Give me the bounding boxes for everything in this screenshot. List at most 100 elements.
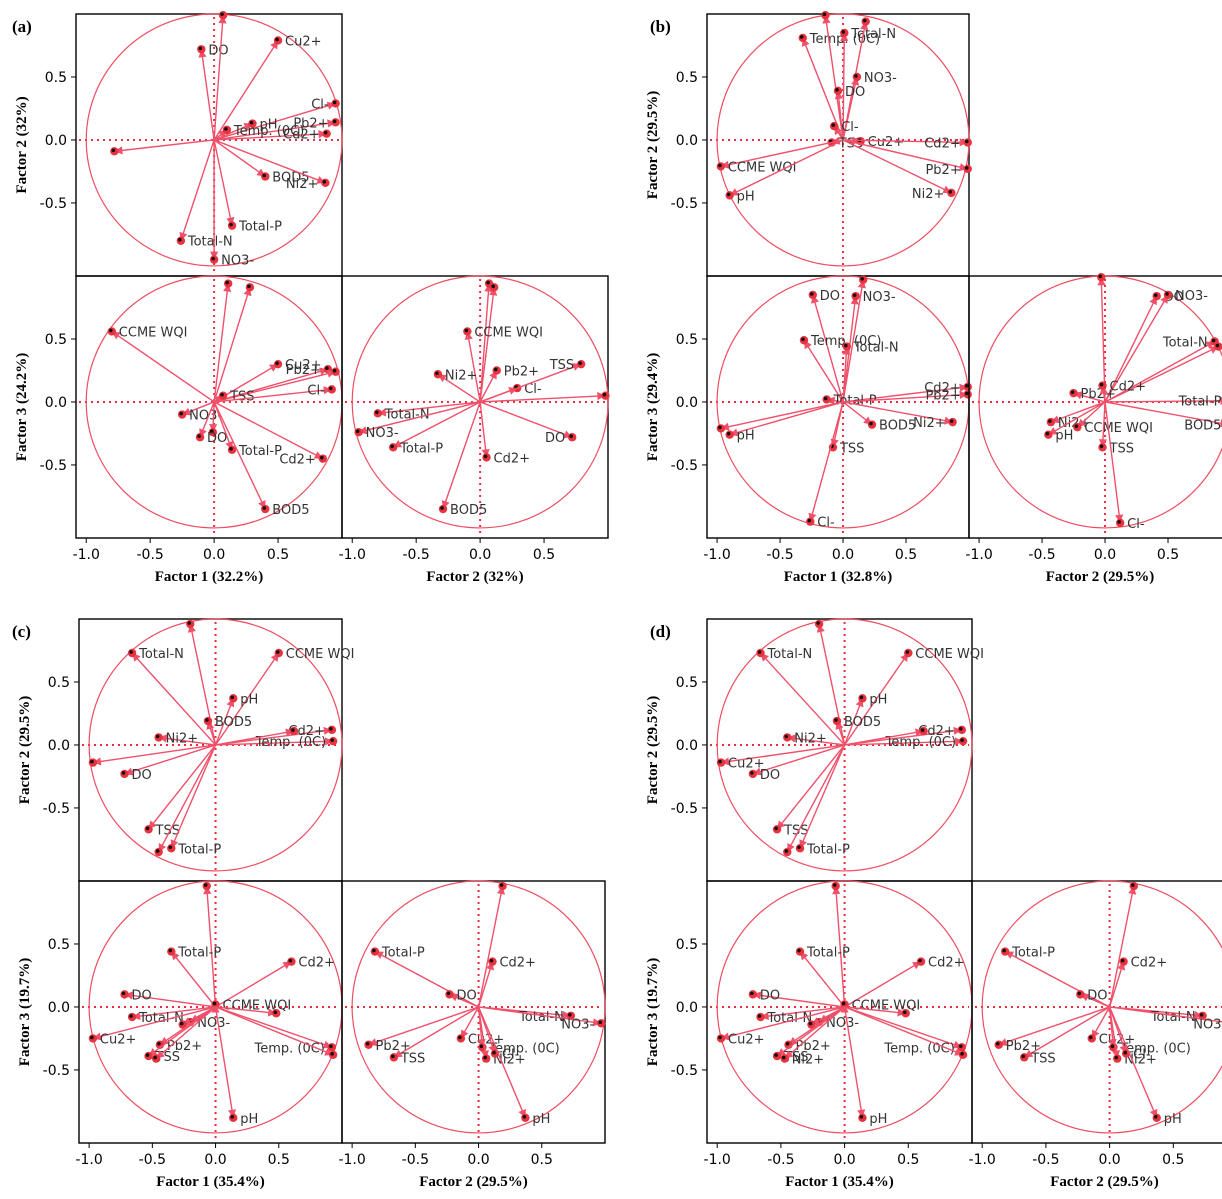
loading-point-core bbox=[230, 695, 235, 700]
loading-point-core bbox=[816, 621, 820, 625]
loading-point-core bbox=[262, 173, 267, 178]
loading-point-core bbox=[522, 1115, 527, 1119]
loading-vector: Ni2+ bbox=[477, 1006, 526, 1068]
loading-point-core bbox=[852, 293, 857, 297]
loading-vector-line bbox=[124, 993, 216, 1008]
loading-point-core bbox=[458, 1035, 462, 1040]
loading-point-core bbox=[440, 506, 444, 510]
vector-label: Total-P bbox=[238, 220, 282, 235]
loading-vector: TSS bbox=[213, 390, 255, 405]
x-tick-label: 0.5 bbox=[1162, 1152, 1184, 1168]
loading-vector: Cd2+ bbox=[843, 136, 972, 151]
vector-label: Cl- bbox=[502, 1048, 520, 1063]
loading-vector bbox=[821, 11, 844, 141]
vector-label: CCME WQI bbox=[1084, 421, 1153, 436]
subplot-f1-f2: Temp. (0C)Total-NNO3-DOCl-TSSCu2+Cd2+CCM… bbox=[706, 11, 972, 277]
y-tick-label: -0.5 bbox=[671, 196, 698, 212]
loading-vector-line bbox=[213, 401, 324, 460]
loading-vector-line bbox=[843, 1006, 864, 1118]
loading-vector-arrowhead bbox=[124, 991, 134, 1000]
loading-point-core bbox=[920, 728, 925, 732]
x-tick-label: -0.5 bbox=[1028, 547, 1055, 563]
loading-point-core bbox=[332, 368, 337, 373]
loading-vector-arrowhead bbox=[323, 386, 332, 395]
loading-point-core bbox=[375, 410, 379, 415]
loading-point-core bbox=[212, 1001, 217, 1006]
loading-vector bbox=[844, 726, 928, 746]
loading-point-core bbox=[995, 1041, 1000, 1046]
loading-vector: DO bbox=[748, 988, 845, 1008]
loading-point-core bbox=[841, 1001, 846, 1006]
loading-vector: Ni2+ bbox=[842, 139, 956, 202]
loading-vector bbox=[716, 401, 844, 433]
loading-vector-line bbox=[392, 401, 481, 448]
vector-label: DO bbox=[1087, 988, 1107, 1003]
loading-vector: Cd2+ bbox=[479, 401, 530, 466]
loading-point-core bbox=[197, 434, 201, 439]
loading-point-core bbox=[247, 284, 251, 289]
loading-vector: Cu2+ bbox=[88, 1006, 216, 1047]
vector-label: Total-P bbox=[238, 444, 282, 459]
y-axis-label: Factor 2 (29.5%) bbox=[17, 696, 33, 804]
loading-vector-line bbox=[799, 744, 846, 849]
vector-label: pH bbox=[737, 429, 755, 444]
loading-vector-line bbox=[844, 729, 962, 746]
loading-point-core bbox=[1098, 274, 1103, 279]
loading-vector: Pb2+ bbox=[994, 1006, 1110, 1054]
loading-vector: Cd2+ bbox=[844, 724, 967, 746]
loading-vector: pH bbox=[214, 1006, 258, 1127]
loading-point-core bbox=[718, 163, 722, 168]
loading-vector-line bbox=[812, 294, 844, 403]
loading-vector-line bbox=[214, 652, 280, 746]
x-axis-label: Factor 2 (29.5%) bbox=[1050, 1174, 1158, 1190]
loading-point-core bbox=[602, 392, 607, 397]
loading-vector-line bbox=[842, 76, 858, 141]
vector-label: Cu2+ bbox=[868, 135, 904, 150]
loading-vector bbox=[88, 744, 216, 767]
loading-point-core bbox=[757, 1014, 762, 1018]
loading-vector-line bbox=[776, 744, 846, 830]
loading-vector-line bbox=[215, 1006, 334, 1056]
vector-label: BOD5 bbox=[844, 715, 881, 730]
loading-vector-line bbox=[477, 1006, 526, 1119]
y-tick-label: 0.0 bbox=[48, 1000, 70, 1016]
vector-label: Ni2+ bbox=[445, 368, 478, 383]
loading-vector-line bbox=[809, 401, 844, 522]
loading-vector-line bbox=[213, 139, 233, 226]
vector-label: CCME WQI bbox=[119, 325, 188, 340]
subplot-f2-f3: CCME WQI Ni2+ Pb2+ Cl- TSS Total-N NO3-Total-P… bbox=[341, 275, 610, 539]
loading-vector: pH bbox=[843, 692, 887, 746]
loading-vector-line bbox=[842, 32, 845, 140]
vector-label: Total-N bbox=[187, 235, 233, 250]
loading-point-core bbox=[964, 391, 969, 396]
x-tick-label: -1.0 bbox=[704, 1152, 731, 1168]
loading-point-core bbox=[801, 337, 805, 342]
loading-point-core bbox=[902, 1010, 907, 1015]
loading-point-core bbox=[121, 771, 126, 775]
loading-point-core bbox=[225, 280, 229, 285]
loading-vector: Ni2+ bbox=[1108, 1006, 1157, 1068]
loading-vector-arrowhead bbox=[481, 448, 490, 458]
x-tick-label: -0.5 bbox=[766, 547, 793, 563]
loading-vector: TSS bbox=[1020, 1006, 1110, 1066]
vector-label: Cd2+ bbox=[288, 724, 325, 739]
loading-vector: Cd2+ bbox=[844, 956, 965, 1008]
loading-point-core bbox=[831, 123, 836, 127]
vector-label: NO3- bbox=[826, 1016, 859, 1031]
loading-vector: pH bbox=[214, 692, 258, 746]
loading-vector: Cl- bbox=[1104, 401, 1145, 532]
x-tick-label: 0.5 bbox=[533, 547, 555, 563]
loading-vector bbox=[215, 1006, 281, 1018]
loading-vector-line bbox=[752, 744, 845, 775]
loading-vector bbox=[154, 744, 217, 857]
loading-vector bbox=[842, 275, 868, 403]
loading-point-core bbox=[948, 190, 953, 194]
panel-label: (d) bbox=[650, 622, 671, 641]
y-tick-label: -0.5 bbox=[40, 196, 67, 212]
loading-vector bbox=[831, 881, 846, 1008]
vector-label: Ni2+ bbox=[913, 416, 946, 431]
loading-vector: Cu2+ bbox=[213, 34, 322, 141]
